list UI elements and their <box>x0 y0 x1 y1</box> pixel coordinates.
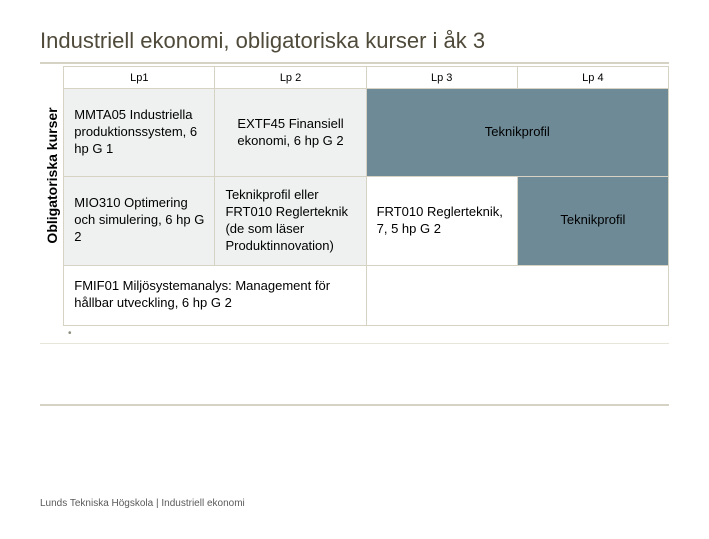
table-row: MMTA05 Industriella produktionssystem, 6… <box>64 89 669 177</box>
cell-teknikprofil-or-frt: Teknikprofil eller FRT010 Reglerteknik (… <box>215 177 366 266</box>
divider-thin <box>40 343 669 344</box>
footer-text: Lunds Tekniska Högskola | Industriell ek… <box>40 498 245 509</box>
y-axis-label: Obligatoriska kurser <box>40 66 63 326</box>
cell-extf45: EXTF45 Finansiell ekonomi, 6 hp G 2 <box>215 89 366 177</box>
col-header-lp3: Lp 3 <box>366 67 517 89</box>
cell-empty <box>366 265 668 325</box>
table-row: FMIF01 Miljösystemanalys: Management för… <box>64 265 669 325</box>
col-header-lp2: Lp 2 <box>215 67 366 89</box>
col-header-lp1: Lp1 <box>64 67 215 89</box>
page-title: Industriell ekonomi, obligatoriska kurse… <box>40 28 669 54</box>
course-table: Lp1 Lp 2 Lp 3 Lp 4 MMTA05 Industriella p… <box>63 66 669 326</box>
cell-fmif01: FMIF01 Miljösystemanalys: Management för… <box>64 265 366 325</box>
divider-bottom <box>40 404 669 406</box>
col-header-lp4: Lp 4 <box>517 67 668 89</box>
cell-mio310: MIO310 Optimering och simulering, 6 hp G… <box>64 177 215 266</box>
cell-frt010: FRT010 Reglerteknik, 7, 5 hp G 2 <box>366 177 517 266</box>
bullet-marker: • <box>40 328 669 339</box>
cell-teknikprofil-right: Teknikprofil <box>517 177 668 266</box>
table-header-row: Lp1 Lp 2 Lp 3 Lp 4 <box>64 67 669 89</box>
divider-top <box>40 62 669 64</box>
table-row: MIO310 Optimering och simulering, 6 hp G… <box>64 177 669 266</box>
cell-teknikprofil-top: Teknikprofil <box>366 89 668 177</box>
cell-mmta05: MMTA05 Industriella produktionssystem, 6… <box>64 89 215 177</box>
